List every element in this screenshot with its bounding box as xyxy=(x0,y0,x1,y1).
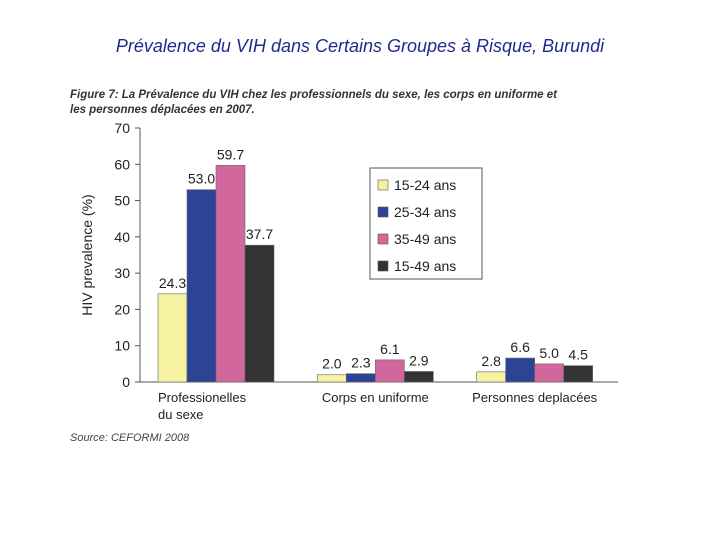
category-label: Corps en uniforme xyxy=(322,390,429,405)
y-axis-label: HIV prevalence (%) xyxy=(79,194,95,315)
data-label: 6.1 xyxy=(380,341,400,357)
legend-label: 15-49 ans xyxy=(394,258,456,274)
legend-swatch xyxy=(377,206,389,218)
data-label: 37.7 xyxy=(246,226,273,242)
bar-15-49-ans xyxy=(563,365,593,383)
data-label: 6.6 xyxy=(510,339,530,355)
bar-15-24-ans xyxy=(317,374,347,383)
bar-35-49-ans xyxy=(215,165,246,383)
y-tick-label: 60 xyxy=(114,156,130,172)
bar-25-34-ans xyxy=(505,357,535,383)
figure-caption-line-1: Figure 7: La Prévalence du VIH chez les … xyxy=(70,89,557,101)
data-label: 5.0 xyxy=(539,345,559,361)
y-tick-label: 10 xyxy=(114,338,130,354)
legend-label: 35-49 ans xyxy=(394,231,456,247)
legend-label: 25-34 ans xyxy=(394,204,456,220)
bar-15-49-ans xyxy=(404,371,434,383)
y-tick-label: 0 xyxy=(122,374,130,390)
legend-label: 15-24 ans xyxy=(394,177,456,193)
data-label: 2.0 xyxy=(322,356,342,372)
category-label: du sexe xyxy=(158,407,204,422)
data-label: 4.5 xyxy=(568,347,588,363)
figure-caption: Figure 7: La Prévalence du VIH chez les … xyxy=(70,88,660,118)
data-label: 24.3 xyxy=(159,275,186,291)
bar-15-49-ans xyxy=(244,244,275,383)
bar-35-49-ans xyxy=(534,363,564,383)
data-label: 53.0 xyxy=(188,171,215,187)
y-tick-label: 20 xyxy=(114,301,130,317)
figure-source: Source: CEFORMI 2008 xyxy=(70,432,190,444)
slide-title: Prévalence du VIH dans Certains Groupes … xyxy=(115,36,605,56)
legend-swatch xyxy=(377,233,389,245)
bar-25-34-ans xyxy=(186,189,217,383)
y-tick-label: 40 xyxy=(114,229,130,245)
legend-box xyxy=(369,167,483,280)
category-label: Professionelles xyxy=(158,390,247,405)
bar-35-49-ans xyxy=(375,359,405,383)
y-tick-label: 50 xyxy=(114,193,130,209)
y-tick-label: 30 xyxy=(114,265,130,281)
data-label: 59.7 xyxy=(217,146,244,162)
y-tick-label: 70 xyxy=(114,120,130,136)
legend-swatch xyxy=(377,260,389,272)
data-label: 2.3 xyxy=(351,355,371,371)
legend-swatch xyxy=(377,179,389,191)
figure-caption-line-2: les personnes déplacées en 2007. xyxy=(70,104,255,116)
bar-25-34-ans xyxy=(346,373,376,383)
bar-15-24-ans xyxy=(476,371,506,383)
bar-15-24-ans xyxy=(157,293,188,383)
data-label: 2.9 xyxy=(409,352,429,368)
data-label: 2.8 xyxy=(481,353,501,369)
category-label: Personnes deplacées xyxy=(472,390,598,405)
